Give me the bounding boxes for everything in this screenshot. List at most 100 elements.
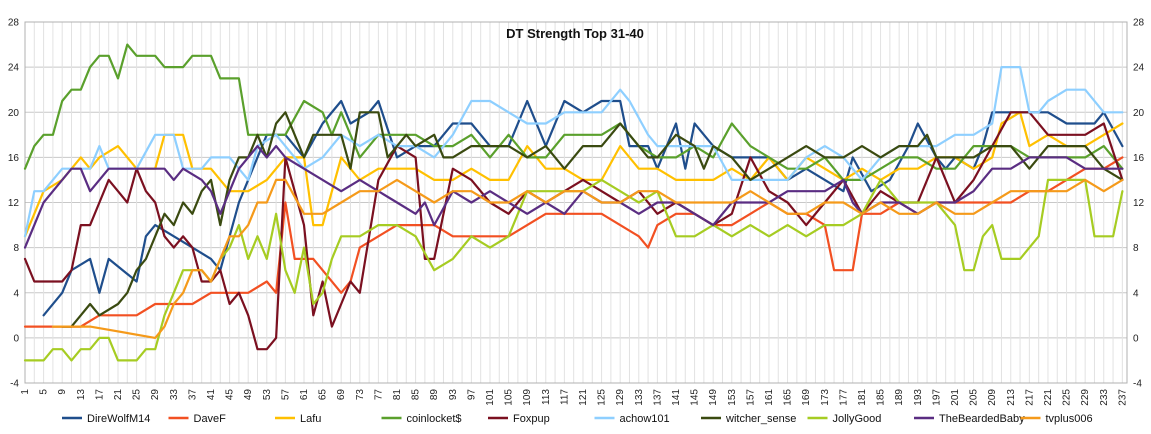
x-tick-label: 93 (448, 389, 459, 401)
series-line-direwolfm14 (42, 99, 1124, 317)
x-tick-label: 33 (169, 389, 180, 401)
y2-tick-label: 4 (1133, 288, 1139, 299)
y-tick-label: 12 (8, 198, 20, 209)
x-tick-label: 89 (429, 389, 440, 401)
y-tick-label: 0 (13, 333, 19, 344)
x-tick-label: 217 (1024, 389, 1035, 406)
x-tick-label: 61 (299, 389, 310, 401)
x-tick-label: 113 (541, 389, 552, 405)
chart-title: DT Strength Top 31-40 (506, 26, 644, 41)
y2-tick-label: 28 (1133, 18, 1145, 29)
x-tick-label: 29 (150, 389, 161, 401)
x-tick-label: 65 (318, 389, 329, 401)
y-tick-label: 24 (8, 63, 20, 74)
y2-tick-label: 16 (1133, 153, 1145, 164)
x-tick-label: 197 (931, 389, 942, 406)
x-tick-label: 25 (132, 389, 143, 401)
series-line-achow101 (23, 66, 1124, 238)
x-tick-label: 57 (280, 389, 291, 401)
y2-tick-label: -4 (1133, 379, 1142, 390)
x-tick-label: 101 (485, 389, 496, 406)
x-tick-label: 233 (1099, 389, 1110, 406)
x-tick-label: 105 (504, 389, 515, 406)
x-tick-label: 157 (745, 389, 756, 406)
legend: DireWolfM14 DaveF Lafu coinlocket$ Foxpup ach… (62, 413, 1093, 425)
grid-layer (24, 21, 1128, 384)
legend-label-thebeardedbaby: TheBeardedBaby (939, 413, 1025, 425)
x-tick-label: 193 (913, 389, 924, 406)
series-line-coinlocket (23, 43, 1124, 181)
series-line-witcher-sense (61, 111, 1124, 328)
series-line-tvplus006 (51, 178, 1124, 339)
x-tick-label: 189 (894, 389, 905, 406)
legend-label-coinlocket: coinlocket$ (407, 413, 462, 425)
x-tick-label: 49 (243, 389, 254, 401)
x-tick-label: 173 (820, 389, 831, 406)
y-tick-label: 8 (13, 243, 19, 254)
x-tick-label: 169 (801, 389, 812, 406)
legend-label-witcher-sense: witcher_sense (725, 413, 796, 425)
x-tick-label: 181 (857, 389, 868, 406)
x-tick-label: 149 (708, 389, 719, 406)
x-tick-label: 13 (76, 389, 87, 401)
x-tick-label: 97 (466, 389, 477, 401)
x-tick-label: 73 (355, 389, 366, 401)
x-tick-label: 117 (559, 389, 570, 405)
x-tick-label: 145 (690, 389, 701, 406)
x-tick-label: 45 (225, 389, 236, 401)
x-tick-label: 141 (671, 389, 682, 406)
y-tick-label: 4 (13, 288, 19, 299)
x-tick-label: 21 (113, 389, 124, 401)
legend-label-jollygood: JollyGood (833, 413, 882, 425)
x-tick-label: 5 (39, 389, 50, 395)
x-tick-label: 121 (578, 389, 589, 406)
x-tick-label: 237 (1117, 389, 1128, 406)
series-layer (23, 43, 1124, 362)
x-tick-label: 161 (764, 389, 775, 406)
y2-tick-label: 0 (1133, 333, 1139, 344)
x-tick-label: 109 (522, 389, 533, 406)
plot-area-border (24, 21, 1128, 384)
y-tick-label: -4 (10, 379, 19, 390)
legend-label-achow101: achow101 (620, 413, 670, 425)
x-tick-label: 37 (187, 389, 198, 401)
x-tick-label: 41 (206, 389, 217, 401)
x-tick-label: 213 (1006, 389, 1017, 406)
legend-label-lafu: Lafu (300, 413, 321, 425)
y2-tick-label: 20 (1133, 108, 1145, 119)
y2-tick-label: 24 (1133, 63, 1145, 74)
x-tick-label: 53 (262, 389, 273, 401)
legend-label-tvplus006: tvplus006 (1046, 413, 1093, 425)
x-tick-label: 1 (20, 389, 31, 395)
legend-label-davef: DaveF (194, 413, 227, 425)
x-tick-label: 137 (652, 389, 663, 406)
y-tick-label: 28 (8, 18, 20, 29)
series-line-jollygood (23, 178, 1124, 362)
x-tick-label: 177 (838, 389, 849, 406)
x-tick-label: 225 (1062, 389, 1073, 406)
x-tick-label: 125 (597, 389, 608, 406)
axis-layer: -4 0 4 8 12 16 20 24 28 -4 0 4 8 12 16 20 24 28 1 5 9 13 17 21 2… (8, 18, 1145, 406)
x-tick-label: 69 (336, 389, 347, 401)
legend-label-direwolfm14: DireWolfM14 (87, 413, 150, 425)
legend-label-foxpup: Foxpup (513, 413, 550, 425)
series-line-foxpup (23, 111, 1124, 351)
x-tick-label: 165 (783, 389, 794, 406)
x-tick-label: 153 (727, 389, 738, 406)
y-tick-label: 20 (8, 108, 20, 119)
x-tick-label: 205 (969, 389, 980, 406)
x-tick-label: 77 (373, 389, 384, 401)
x-tick-label: 85 (411, 389, 422, 401)
x-tick-label: 81 (392, 389, 403, 401)
y-tick-label: 16 (8, 153, 20, 164)
x-tick-label: 229 (1080, 389, 1091, 406)
y2-tick-label: 8 (1133, 243, 1139, 254)
x-tick-label: 133 (634, 389, 645, 406)
x-tick-label: 221 (1043, 389, 1054, 406)
x-tick-label: 17 (94, 389, 105, 401)
x-tick-label: 185 (876, 389, 887, 406)
x-tick-label: 209 (987, 389, 998, 406)
y2-tick-label: 12 (1133, 198, 1145, 209)
